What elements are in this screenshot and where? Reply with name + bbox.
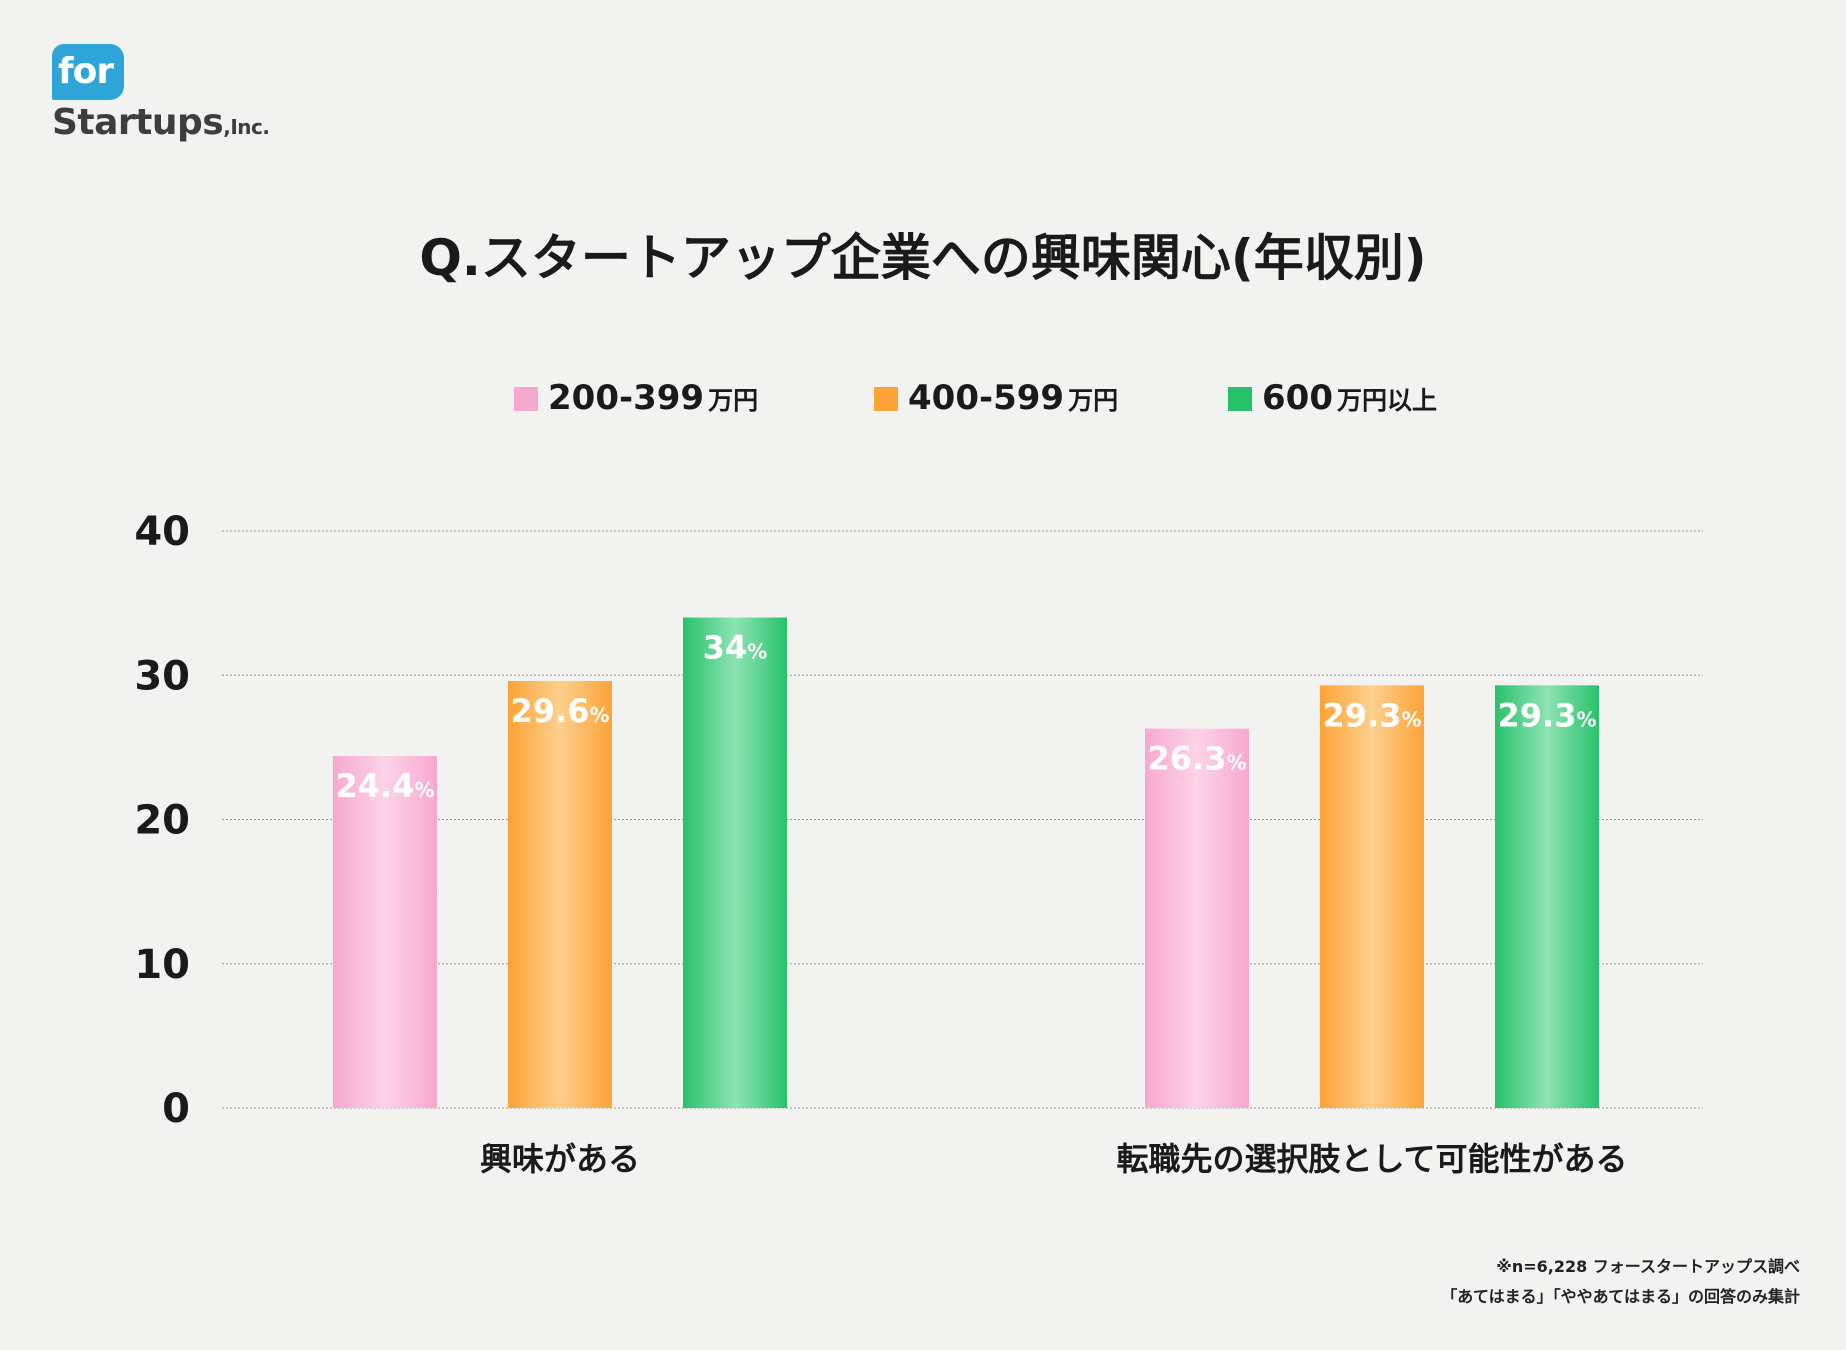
logo-badge: for [52, 44, 124, 100]
bar-value-label: 29.6% [511, 692, 610, 730]
logo-wordmark: Startups,Inc. [52, 102, 270, 143]
bar-value-label: 29.3% [1498, 696, 1597, 734]
bar [508, 681, 612, 1108]
footnote-line-1: ※n=6,228 フォースタートアップス調べ [1496, 1257, 1800, 1276]
bar [1320, 685, 1424, 1108]
company-logo: for Startups,Inc. [52, 44, 282, 154]
logo-word: Startups [52, 102, 224, 143]
legend-swatch-orange [874, 387, 898, 411]
bar [683, 617, 787, 1108]
bar-value-label: 29.3% [1323, 696, 1422, 734]
y-tick-label: 0 [162, 1086, 190, 1132]
legend-item-200-399: 200-399 万円 [514, 378, 758, 418]
y-tick-label: 10 [134, 942, 190, 988]
legend-item-400-599: 400-599 万円 [874, 378, 1118, 418]
footnote: ※n=6,228 フォースタートアップス調べ 「あてはまる」「ややあてはまる」の… [1441, 1252, 1800, 1312]
bar-value-label: 26.3% [1148, 740, 1247, 778]
legend-unit: 万円以上 [1336, 386, 1437, 415]
legend-label: 200-399 [548, 378, 705, 418]
x-category-label: 転職先の選択肢として可能性がある [1116, 1140, 1627, 1178]
footnote-line-2: 「あてはまる」「ややあてはまる」の回答のみ集計 [1441, 1287, 1800, 1306]
y-tick-label: 20 [134, 798, 190, 844]
chart-title: Q.スタートアップ企業への興味関心(年収別) [419, 229, 1427, 287]
legend-swatch-pink [514, 387, 538, 411]
legend-unit: 万円 [1068, 386, 1119, 415]
legend-swatch-green [1228, 387, 1252, 411]
bar [1495, 685, 1599, 1108]
chart-legend: 200-399 万円 400-599 万円 600 万円以上 [0, 378, 1846, 428]
bar-value-label: 34% [703, 629, 768, 667]
legend-unit: 万円 [708, 386, 759, 415]
y-tick-label: 40 [134, 509, 190, 555]
legend-label: 600 [1262, 378, 1333, 418]
bar [1145, 728, 1249, 1108]
x-category-label: 興味がある [480, 1140, 640, 1178]
y-tick-label: 30 [134, 653, 190, 699]
legend-label: 400-599 [908, 378, 1065, 418]
logo-suffix: ,Inc. [223, 115, 270, 139]
bar [333, 756, 437, 1108]
bar-value-label: 24.4% [336, 767, 435, 805]
legend-item-600-plus: 600 万円以上 [1228, 378, 1437, 418]
